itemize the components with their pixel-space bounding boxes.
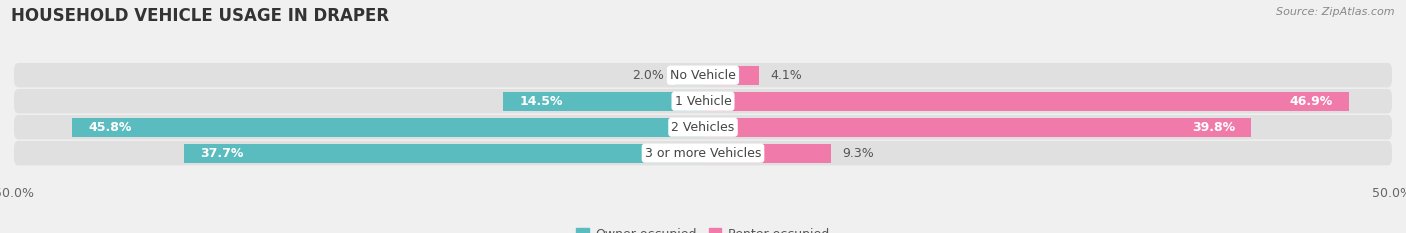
Text: 9.3%: 9.3% xyxy=(842,147,875,160)
Bar xyxy=(184,144,703,162)
Text: 3 or more Vehicles: 3 or more Vehicles xyxy=(645,147,761,160)
Text: 46.9%: 46.9% xyxy=(1289,95,1333,108)
Bar xyxy=(703,144,831,162)
Text: HOUSEHOLD VEHICLE USAGE IN DRAPER: HOUSEHOLD VEHICLE USAGE IN DRAPER xyxy=(11,7,389,25)
FancyBboxPatch shape xyxy=(14,141,1392,165)
FancyBboxPatch shape xyxy=(14,63,1392,87)
Bar xyxy=(703,66,759,85)
Text: 39.8%: 39.8% xyxy=(1192,121,1234,134)
Text: 2.0%: 2.0% xyxy=(633,69,665,82)
Text: 37.7%: 37.7% xyxy=(200,147,243,160)
Text: 1 Vehicle: 1 Vehicle xyxy=(675,95,731,108)
Bar xyxy=(503,92,703,110)
Bar xyxy=(703,92,1350,110)
Text: No Vehicle: No Vehicle xyxy=(671,69,735,82)
FancyBboxPatch shape xyxy=(14,115,1392,139)
Bar xyxy=(72,118,703,137)
Text: 4.1%: 4.1% xyxy=(770,69,803,82)
Text: 45.8%: 45.8% xyxy=(89,121,132,134)
Text: 2 Vehicles: 2 Vehicles xyxy=(672,121,734,134)
FancyBboxPatch shape xyxy=(14,89,1392,113)
Legend: Owner-occupied, Renter-occupied: Owner-occupied, Renter-occupied xyxy=(571,223,835,233)
Text: 14.5%: 14.5% xyxy=(520,95,564,108)
Bar xyxy=(703,118,1251,137)
Text: Source: ZipAtlas.com: Source: ZipAtlas.com xyxy=(1277,7,1395,17)
Bar xyxy=(675,66,703,85)
